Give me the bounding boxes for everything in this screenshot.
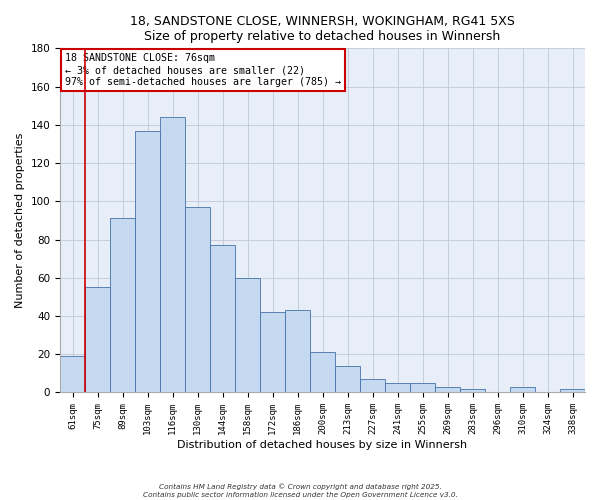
Bar (210, 246, 235, 392)
Bar (560, 388, 585, 392)
Bar (335, 366, 360, 392)
Text: Contains HM Land Registry data © Crown copyright and database right 2025.
Contai: Contains HM Land Registry data © Crown c… (143, 484, 457, 498)
Bar (260, 312, 285, 392)
Bar (435, 386, 460, 392)
Bar (460, 388, 485, 392)
Bar (385, 383, 410, 392)
Bar (110, 218, 135, 392)
X-axis label: Distribution of detached houses by size in Winnersh: Distribution of detached houses by size … (178, 440, 467, 450)
Bar (510, 386, 535, 392)
Title: 18, SANDSTONE CLOSE, WINNERSH, WOKINGHAM, RG41 5XS
Size of property relative to : 18, SANDSTONE CLOSE, WINNERSH, WOKINGHAM… (130, 15, 515, 43)
Bar (360, 379, 385, 392)
Y-axis label: Number of detached properties: Number of detached properties (15, 132, 25, 308)
Bar (60, 356, 85, 393)
Text: 18 SANDSTONE CLOSE: 76sqm
← 3% of detached houses are smaller (22)
97% of semi-d: 18 SANDSTONE CLOSE: 76sqm ← 3% of detach… (65, 54, 341, 86)
Bar (160, 117, 185, 392)
Bar (310, 352, 335, 393)
Bar (135, 130, 160, 392)
Bar (410, 383, 435, 392)
Bar (235, 278, 260, 392)
Bar (285, 310, 310, 392)
Bar (185, 207, 210, 392)
Bar (85, 288, 110, 393)
